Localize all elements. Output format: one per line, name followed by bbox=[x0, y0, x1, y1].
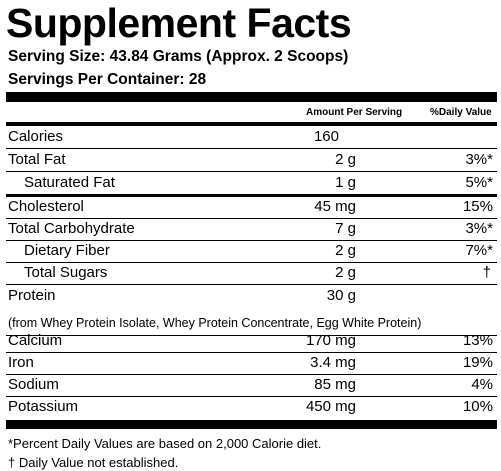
footnote-not-established: † Daily Value not established. bbox=[8, 455, 179, 470]
mineral-label: Potassium bbox=[8, 398, 79, 415]
nutrient-amount: 7 g bbox=[335, 220, 356, 237]
nutrient-label: Cholesterol bbox=[8, 198, 84, 215]
thick-divider-bottom bbox=[6, 420, 497, 429]
mineral-row-iron: Iron 3.4 mg 19% bbox=[6, 352, 497, 375]
nutrient-label: Total Fat bbox=[8, 151, 66, 168]
section-divider bbox=[6, 194, 497, 197]
nutrient-daily-value: 5%* bbox=[465, 174, 493, 191]
nutrient-daily-value: 3%* bbox=[465, 151, 493, 168]
nutrient-daily-value: 7%* bbox=[465, 242, 493, 259]
daily-value-header: %Daily Value bbox=[430, 107, 492, 118]
nutrient-label: Calories bbox=[8, 128, 64, 145]
nutrient-amount: 2 g bbox=[335, 151, 356, 168]
nutrient-amount: 2 g bbox=[335, 242, 356, 259]
protein-source-note-row: (from Whey Protein Isolate, Whey Protein… bbox=[6, 313, 497, 336]
nutrient-row-cholesterol: Cholesterol 45 mg 15% bbox=[6, 196, 497, 219]
nutrient-daily-value: 3%* bbox=[465, 220, 493, 237]
mineral-amount: 3.4 mg bbox=[310, 354, 356, 371]
nutrient-amount: 2 g bbox=[335, 264, 356, 281]
nutrient-label: Dietary Fiber bbox=[24, 242, 110, 259]
nutrient-row-saturated-fat: Saturated Fat 1 g 5%* bbox=[6, 172, 497, 194]
thick-divider-top bbox=[6, 92, 497, 102]
footnote-daily-values: *Percent Daily Values are based on 2,000… bbox=[8, 436, 322, 451]
nutrient-row-calories: Calories 160 bbox=[6, 126, 497, 149]
mineral-amount: 85 mg bbox=[314, 376, 356, 393]
mineral-row-potassium: Potassium 450 mg 10% bbox=[6, 396, 497, 418]
nutrient-row-total-sugars: Total Sugars 2 g † bbox=[6, 262, 497, 285]
servings-per-container: Servings Per Container: 28 bbox=[8, 71, 207, 88]
nutrient-amount: 30 g bbox=[326, 287, 356, 304]
mineral-row-sodium: Sodium 85 mg 4% bbox=[6, 374, 497, 397]
mineral-daily-value: 13% bbox=[462, 332, 493, 349]
nutrient-label: Total Carbohydrate bbox=[8, 220, 135, 237]
nutrient-amount: 160 bbox=[313, 128, 339, 145]
header-divider bbox=[6, 122, 497, 126]
mineral-row-calcium: Calcium 170 mg 13% bbox=[6, 330, 497, 353]
mineral-amount: 450 mg bbox=[305, 398, 356, 415]
nutrient-row-dietary-fiber: Dietary Fiber 2 g 7%* bbox=[6, 240, 497, 263]
nutrient-daily-value: † bbox=[482, 264, 491, 281]
protein-source-note: (from Whey Protein Isolate, Whey Protein… bbox=[8, 316, 422, 330]
nutrient-daily-value: 15% bbox=[462, 198, 493, 215]
mineral-daily-value: 10% bbox=[462, 398, 493, 415]
panel-title: Supplement Facts bbox=[6, 0, 352, 46]
mineral-daily-value: 19% bbox=[462, 354, 493, 371]
nutrient-row-protein: Protein 30 g bbox=[6, 285, 497, 307]
amount-per-serving-header: Amount Per Serving bbox=[306, 107, 403, 118]
nutrient-row-total-carbohydrate: Total Carbohydrate 7 g 3%* bbox=[6, 218, 497, 241]
mineral-label: Iron bbox=[8, 354, 34, 371]
mineral-daily-value: 4% bbox=[471, 376, 493, 393]
nutrient-label: Saturated Fat bbox=[24, 174, 115, 191]
mineral-amount: 170 mg bbox=[305, 332, 356, 349]
serving-size: Serving Size: 43.84 Grams (Approx. 2 Sco… bbox=[8, 48, 349, 65]
nutrient-label: Total Sugars bbox=[24, 264, 108, 281]
nutrient-row-total-fat: Total Fat 2 g 3%* bbox=[6, 149, 497, 172]
nutrient-label: Protein bbox=[8, 287, 56, 304]
mineral-label: Sodium bbox=[8, 376, 59, 393]
mineral-label: Calcium bbox=[8, 332, 63, 349]
nutrient-amount: 1 g bbox=[335, 174, 356, 191]
nutrient-amount: 45 mg bbox=[314, 198, 356, 215]
